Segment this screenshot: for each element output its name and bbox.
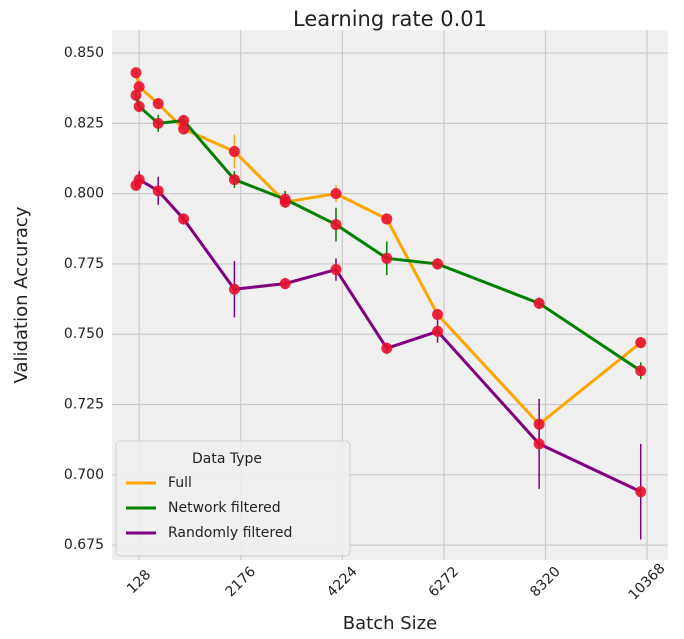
marker [152, 98, 164, 110]
y-tick-label: 0.675 [64, 537, 104, 553]
chart-title: Learning rate 0.01 [293, 7, 487, 31]
marker [533, 418, 545, 430]
x-tick-label: 2176 [223, 564, 260, 601]
x-tick-label: 8320 [527, 564, 564, 601]
x-tick-label: 6272 [426, 564, 463, 601]
marker [152, 185, 164, 197]
marker [432, 325, 444, 337]
y-axis-label: Validation Accuracy [11, 206, 32, 383]
y-tick-label: 0.825 [64, 115, 104, 131]
marker [635, 337, 647, 349]
marker [228, 145, 240, 157]
marker [133, 100, 145, 112]
marker [279, 278, 291, 290]
marker [228, 174, 240, 186]
legend-label: Randomly filtered [168, 525, 292, 541]
marker [432, 309, 444, 321]
x-tick-label: 4224 [324, 564, 361, 601]
x-axis-label: Batch Size [343, 613, 437, 634]
marker [330, 188, 342, 200]
marker [130, 89, 142, 101]
y-tick-label: 0.725 [64, 397, 104, 413]
marker [635, 486, 647, 498]
y-tick-label: 0.800 [64, 186, 104, 202]
legend-label: Full [168, 475, 192, 491]
x-tick-label: 10368 [626, 561, 669, 604]
marker [330, 264, 342, 276]
marker [533, 297, 545, 309]
marker [330, 219, 342, 231]
legend-box [115, 440, 351, 557]
y-tick-label: 0.850 [64, 45, 104, 61]
marker [381, 213, 393, 225]
marker [432, 258, 444, 270]
marker [130, 67, 142, 79]
marker [178, 123, 190, 135]
y-tick-label: 0.700 [64, 467, 104, 483]
x-tick-label: 128 [124, 567, 154, 597]
marker [635, 365, 647, 377]
y-tick-label: 0.775 [64, 256, 104, 272]
marker [178, 115, 190, 127]
legend-title: Data Type [192, 451, 262, 467]
marker [133, 81, 145, 93]
marker [133, 174, 145, 186]
marker [178, 213, 190, 225]
legend-label: Network filtered [168, 500, 281, 516]
marker [381, 342, 393, 354]
marker [228, 283, 240, 295]
marker [381, 252, 393, 264]
marker [533, 438, 545, 450]
marker [279, 193, 291, 205]
marker [152, 117, 164, 129]
y-tick-label: 0.750 [64, 326, 104, 342]
